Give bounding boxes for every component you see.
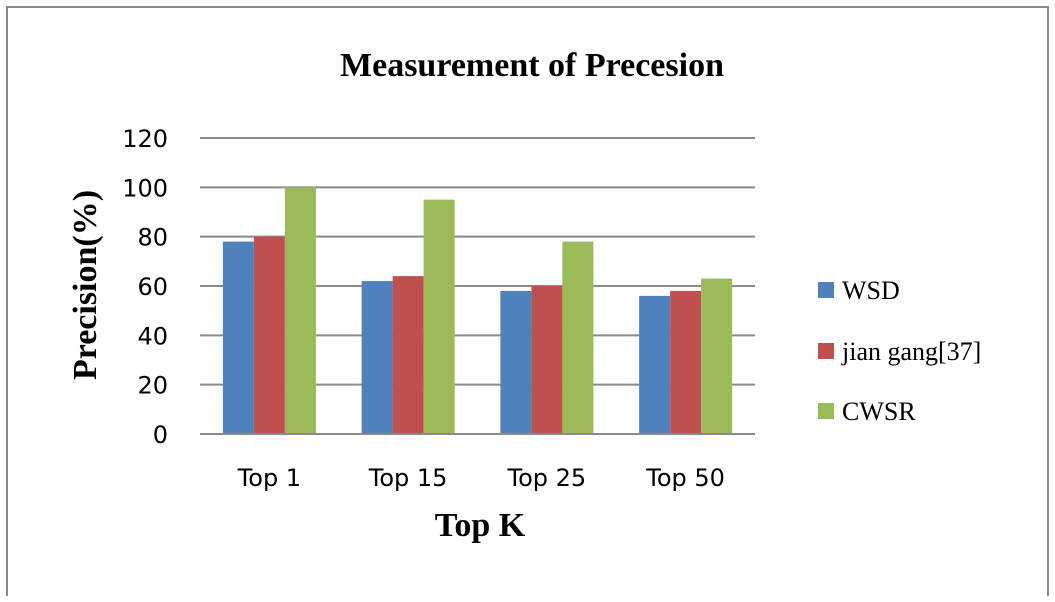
bar-0-2	[284, 187, 316, 434]
y-tick-label: 40	[137, 322, 168, 350]
bars	[222, 187, 733, 434]
bar-2-0	[500, 290, 532, 434]
y-tick-labels: 0 20 40 60 80 100 120	[122, 125, 168, 449]
bar-1-0	[361, 281, 393, 434]
y-axis-title: Precision(%)	[67, 190, 104, 380]
bar-3-0	[639, 295, 671, 434]
y-tick-label: 20	[137, 372, 168, 400]
y-tick-label: 120	[122, 125, 168, 153]
y-tick-label: 80	[137, 224, 168, 252]
bar-1-1	[392, 276, 424, 434]
legend-swatch-0	[818, 282, 834, 298]
bar-3-1	[670, 290, 702, 434]
x-axis-title: Top K	[435, 507, 526, 544]
legend-swatch-2	[818, 403, 834, 419]
y-tick-label: 100	[122, 174, 168, 202]
legend-label: jian gang[37]	[841, 337, 981, 366]
x-tick-label: Top 25	[507, 464, 587, 492]
bar-0-0	[222, 241, 254, 434]
legend-label: WSD	[842, 276, 900, 305]
x-tick-label: Top 50	[645, 464, 725, 492]
chart-title: Measurement of Precesion	[340, 47, 724, 84]
bar-2-1	[531, 286, 563, 434]
legend-swatch-1	[818, 343, 834, 359]
bar-0-1	[253, 236, 285, 434]
x-tick-labels: Top 1 Top 15 Top 25 Top 50	[237, 464, 725, 492]
bar-3-2	[701, 278, 733, 434]
x-tick-label: Top 15	[368, 464, 448, 492]
legend-label: CWSR	[842, 397, 916, 426]
y-tick-label: 60	[137, 273, 168, 301]
y-tick-label: 0	[153, 421, 168, 449]
legend: WSD jian gang[37] CWSR	[818, 276, 981, 426]
x-tick-label: Top 1	[237, 464, 301, 492]
bar-2-2	[562, 241, 594, 434]
bar-1-2	[423, 199, 455, 434]
